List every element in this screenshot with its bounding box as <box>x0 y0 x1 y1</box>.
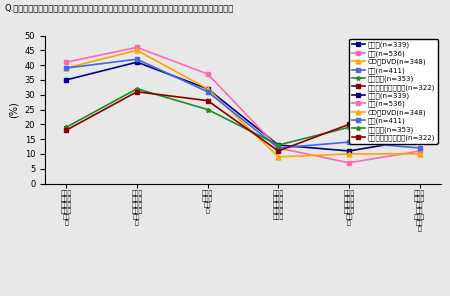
CD・DVD(n=348) <box>205 87 210 91</box>
CD・DVD(n=348) <box>346 152 352 156</box>
食品(n=411) <box>205 90 210 94</box>
パソコン・周辺機器(n=322) <box>134 90 140 94</box>
家電製品(n=353) <box>276 143 281 147</box>
食品(n=411) <box>134 57 140 61</box>
食品(n=411) <box>276 146 281 150</box>
パソコン・周辺機器(n=322) <box>276 149 281 153</box>
家電製品(n=353) <box>205 108 210 111</box>
書籍(n=536) <box>276 146 281 150</box>
家電製品(n=353) <box>134 87 140 91</box>
書籍(n=536) <box>205 72 210 76</box>
食品(n=411) <box>346 140 352 144</box>
食品(n=411) <box>63 66 69 70</box>
家電製品(n=353) <box>346 126 352 129</box>
家電製品(n=353) <box>417 102 423 105</box>
パソコン・周辺機器(n=322) <box>346 123 352 126</box>
化粧品(n=339) <box>63 78 69 82</box>
家電製品(n=353) <box>63 126 69 129</box>
化粧品(n=339) <box>417 137 423 141</box>
化粧品(n=339) <box>205 87 210 91</box>
Line: 食品(n=411): 食品(n=411) <box>64 57 422 150</box>
Line: CD・DVD(n=348): CD・DVD(n=348) <box>64 48 422 159</box>
Line: 化粧品(n=339): 化粧品(n=339) <box>64 60 422 153</box>
Legend: 化粧品(n=339), 書籍(n=536), CD・DVD(n=348), 食品(n=411), 家電製品(n=353), パソコン・周辺機器(n=322), : 化粧品(n=339), 書籍(n=536), CD・DVD(n=348), 食品… <box>349 39 437 144</box>
CD・DVD(n=348) <box>134 49 140 52</box>
CD・DVD(n=348) <box>63 66 69 70</box>
CD・DVD(n=348) <box>417 152 423 156</box>
書籍(n=536) <box>346 161 352 165</box>
書籍(n=536) <box>134 46 140 49</box>
Line: 家電製品(n=353): 家電製品(n=353) <box>64 86 422 147</box>
CD・DVD(n=348) <box>276 155 281 159</box>
化粧品(n=339) <box>346 149 352 153</box>
食品(n=411) <box>417 146 423 150</box>
書籍(n=536) <box>417 149 423 153</box>
化粧品(n=339) <box>276 143 281 147</box>
化粧品(n=339) <box>134 60 140 64</box>
Line: 書籍(n=536): 書籍(n=536) <box>64 45 422 165</box>
Line: パソコン・周辺機器(n=322): パソコン・周辺機器(n=322) <box>64 75 422 153</box>
Text: Q.あなたが製品やサービスを購入した際、ブログをどのように参考にしましたか。　（いくつでも）: Q.あなたが製品やサービスを購入した際、ブログをどのように参考にしましたか。 （… <box>4 3 234 12</box>
Y-axis label: (%): (%) <box>9 101 19 118</box>
書籍(n=536) <box>63 60 69 64</box>
パソコン・周辺機器(n=322) <box>63 128 69 132</box>
パソコン・周辺機器(n=322) <box>205 99 210 102</box>
パソコン・周辺機器(n=322) <box>417 75 423 79</box>
